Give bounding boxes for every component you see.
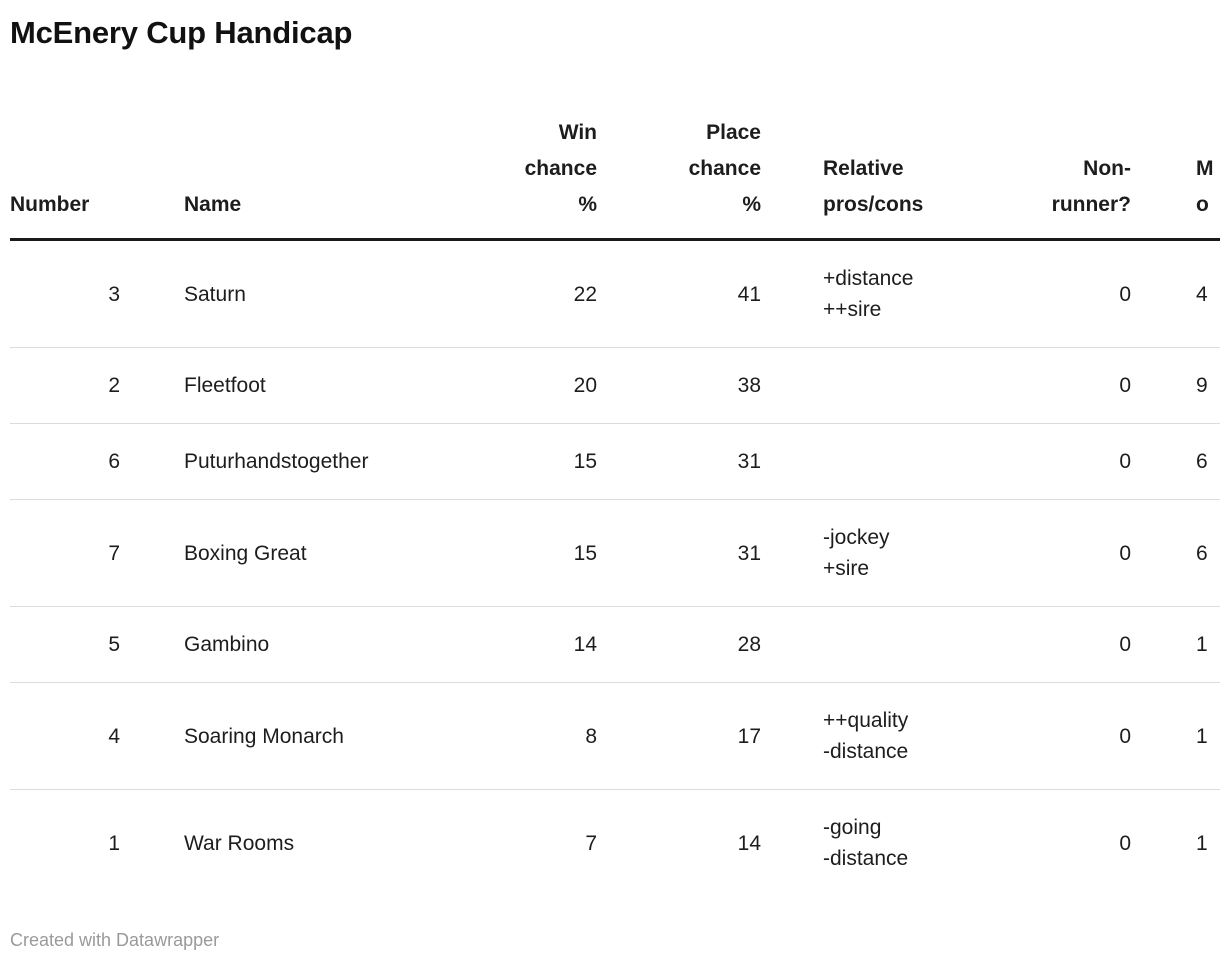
cell-clipped-odds: 6	[1131, 499, 1220, 607]
cell-win-chance: 7	[420, 789, 597, 896]
cell-non-runner: 0	[1005, 347, 1131, 424]
cell-pros-cons	[761, 347, 1005, 424]
table-row: 5 Gambino 14 28 0 1	[10, 606, 1220, 683]
column-header-non-runner: Non- runner?	[1005, 115, 1131, 241]
cell-name: Saturn	[184, 282, 246, 306]
cell-name: Soaring Monarch	[120, 682, 420, 790]
cell-win-chance: 8	[420, 682, 597, 790]
cell-place-chance: 14	[597, 789, 761, 896]
table-row: 6 Puturhandstogether 15 31 0 6	[10, 423, 1220, 500]
cell-non-runner: 0	[1005, 789, 1131, 896]
cell-place-chance: 38	[597, 347, 761, 424]
table-header-row: Number Name Win chance % Place chance % …	[10, 115, 1220, 241]
column-header-clipped: M o	[1131, 115, 1220, 241]
column-header-number: Number	[10, 115, 120, 241]
cell-pros-cons	[761, 423, 1005, 500]
cell-non-runner: 0	[1005, 682, 1131, 790]
cell-number: 5	[10, 606, 120, 683]
cell-clipped-odds: 9	[1131, 347, 1220, 424]
cell-win-chance: 22	[573, 282, 597, 306]
cell-clipped-odds: 1	[1131, 606, 1220, 683]
cell-name: War Rooms	[120, 789, 420, 896]
cell-name: Gambino	[120, 606, 420, 683]
column-header-win-chance: Win chance %	[420, 115, 597, 241]
cell-pros-cons: ++quality -distance	[761, 682, 1005, 790]
cell-pros-cons: -going -distance	[761, 789, 1005, 896]
cell-number: 3	[108, 282, 120, 306]
cell-clipped-odds: 1	[1131, 789, 1220, 896]
cell-place-chance: 28	[597, 606, 761, 683]
cell-clipped-odds: 4	[1196, 282, 1208, 306]
cell-non-runner: 0	[1119, 282, 1131, 306]
table-row: 2 Fleetfoot 20 38 0 9	[10, 347, 1220, 424]
table-body: 3 Saturn 22 41 +distance ++sire 0 4 2 Fl…	[10, 240, 1220, 896]
cell-number: 4	[10, 682, 120, 790]
table-header: Number Name Win chance % Place chance % …	[10, 115, 1220, 241]
cell-win-chance: 15	[420, 423, 597, 500]
handicap-table: Number Name Win chance % Place chance % …	[10, 115, 1220, 896]
page-title: McEnery Cup Handicap	[10, 15, 353, 50]
cell-win-chance: 20	[420, 347, 597, 424]
cell-name: Boxing Great	[120, 499, 420, 607]
cell-non-runner: 0	[1005, 499, 1131, 607]
cell-place-chance: 31	[597, 423, 761, 500]
cell-pros-cons: -jockey +sire	[761, 499, 1005, 607]
cell-place-chance: 17	[597, 682, 761, 790]
table-row: 1 War Rooms 7 14 -going -distance 0 1	[10, 789, 1220, 896]
cell-non-runner: 0	[1005, 423, 1131, 500]
cell-number: 7	[10, 499, 120, 607]
attribution-text: Created with Datawrapper	[10, 930, 220, 950]
column-header-name: Name	[120, 115, 420, 241]
cell-place-chance: 41	[737, 282, 761, 306]
cell-number: 1	[10, 789, 120, 896]
table-row: 7 Boxing Great 15 31 -jockey +sire 0 6	[10, 499, 1220, 607]
cell-clipped-odds: 6	[1131, 423, 1220, 500]
column-header-pros-cons: Relative pros/cons	[761, 115, 1005, 241]
cell-pros-cons: +distance ++sire	[823, 267, 914, 321]
cell-win-chance: 15	[420, 499, 597, 607]
cell-number: 2	[10, 347, 120, 424]
column-header-place-chance: Place chance %	[597, 115, 761, 241]
cell-clipped-odds: 1	[1131, 682, 1220, 790]
cell-name: Puturhandstogether	[120, 423, 420, 500]
cell-place-chance: 31	[597, 499, 761, 607]
cell-name: Fleetfoot	[120, 347, 420, 424]
cell-number: 6	[10, 423, 120, 500]
cell-pros-cons	[761, 606, 1005, 683]
cell-non-runner: 0	[1005, 606, 1131, 683]
table-row: 3 Saturn 22 41 +distance ++sire 0 4	[10, 240, 1220, 348]
table-row: 4 Soaring Monarch 8 17 ++quality -distan…	[10, 682, 1220, 790]
cell-win-chance: 14	[420, 606, 597, 683]
